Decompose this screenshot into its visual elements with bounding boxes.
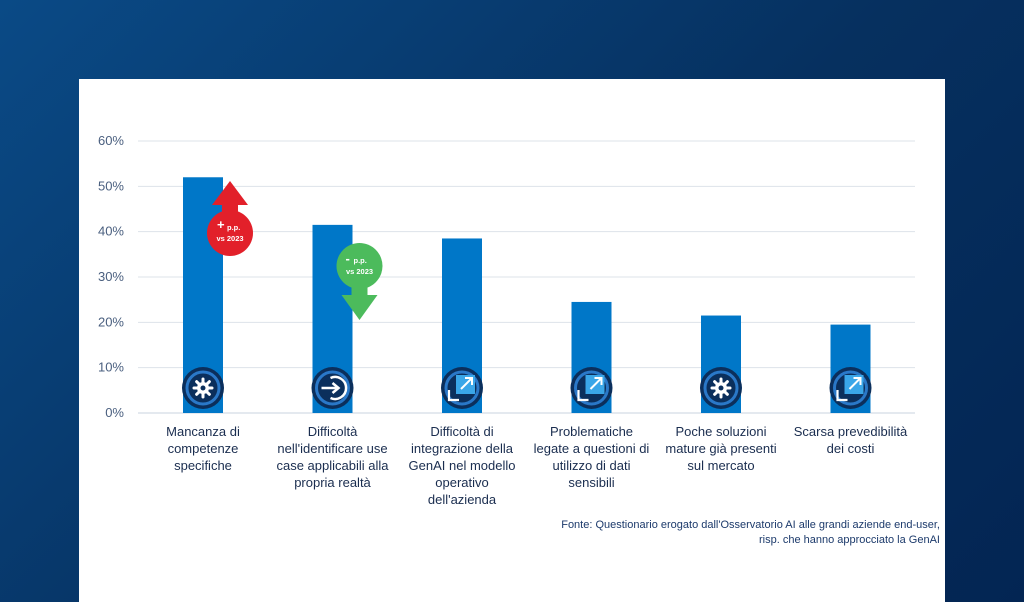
- expand-icon: [570, 367, 613, 409]
- arrow-down-icon: [341, 295, 378, 320]
- gear-icon: [700, 367, 742, 409]
- x-category-label-line: Poche soluzioni: [675, 424, 767, 439]
- y-tick-label: 10%: [98, 360, 124, 375]
- gear-icon: [182, 367, 224, 409]
- x-category-label: Problematiche legate a questioni di utiliz…: [522, 423, 662, 491]
- x-category-label-line: Difficoltà: [307, 424, 358, 439]
- x-category-label-line: integrazione della: [411, 441, 513, 456]
- x-category-label-line: Problematiche: [549, 424, 634, 439]
- x-category-label-line: GenAI nel modello: [408, 458, 516, 473]
- x-category-label-line: specifiche: [174, 458, 232, 473]
- x-category-label: Difficoltà di integrazione della GenAI nel…: [392, 423, 532, 508]
- x-category-label-line: Mancanza di: [166, 424, 240, 439]
- change-unit: p.p.: [354, 256, 367, 265]
- y-tick-label: 40%: [98, 224, 124, 239]
- source-line-1: Fonte: Questionario erogato dall'Osserva…: [561, 519, 940, 531]
- y-tick-label: 30%: [98, 269, 124, 284]
- change-reference: vs 2023: [346, 267, 373, 276]
- y-tick-label: 20%: [98, 314, 124, 329]
- x-category-label-line: competenze: [167, 441, 239, 456]
- expand-icon: [829, 367, 872, 409]
- x-category-label-line: dei costi: [826, 441, 875, 456]
- x-category-label-line: sul mercato: [687, 458, 755, 473]
- x-category-label-line: mature già presenti: [665, 441, 777, 456]
- change-sign: +: [217, 217, 225, 232]
- x-category-label: Poche soluzioni mature già presenti sul me…: [651, 423, 791, 474]
- change-sign: -: [346, 251, 350, 266]
- increase-badge: + p.p. vs 2023: [207, 181, 253, 256]
- x-category-label-line: propria realtà: [294, 475, 371, 490]
- y-tick-label: 0%: [105, 405, 124, 420]
- source-note: Fonte: Questionario erogato dall'Osserva…: [470, 518, 940, 548]
- arrow-up-icon: [212, 181, 248, 205]
- change-reference: vs 2023: [216, 234, 243, 243]
- x-category-label-line: Scarsa prevedibilità: [793, 424, 908, 439]
- y-tick-label: 60%: [98, 133, 124, 148]
- x-category-label: Scarsa prevedibilità dei costi: [781, 423, 921, 457]
- x-category-label-line: nell'identificare use: [277, 441, 388, 456]
- x-category-label: Difficoltà nell'identificare use case appl…: [263, 423, 403, 491]
- x-category-label-line: utilizzo di dati: [552, 458, 631, 473]
- x-category-label-line: legate a questioni di: [533, 441, 650, 456]
- chart-card: [79, 79, 945, 602]
- change-unit: p.p.: [227, 223, 240, 232]
- enter-icon: [311, 367, 354, 409]
- x-category-label-line: case applicabili alla: [276, 458, 389, 473]
- x-category-label-line: Difficoltà di: [430, 424, 494, 439]
- x-category-label: Mancanza di competenze specifiche: [133, 423, 273, 474]
- y-tick-label: 50%: [98, 178, 124, 193]
- expand-icon: [441, 367, 483, 409]
- source-line-2: risp. che hanno approcciato la GenAI: [758, 534, 940, 546]
- x-category-label-line: sensibili: [568, 475, 615, 490]
- x-category-label-line: dell'azienda: [427, 492, 497, 507]
- decrease-badge: - p.p. vs 2023: [336, 243, 383, 320]
- x-category-label-line: operativo: [435, 475, 489, 490]
